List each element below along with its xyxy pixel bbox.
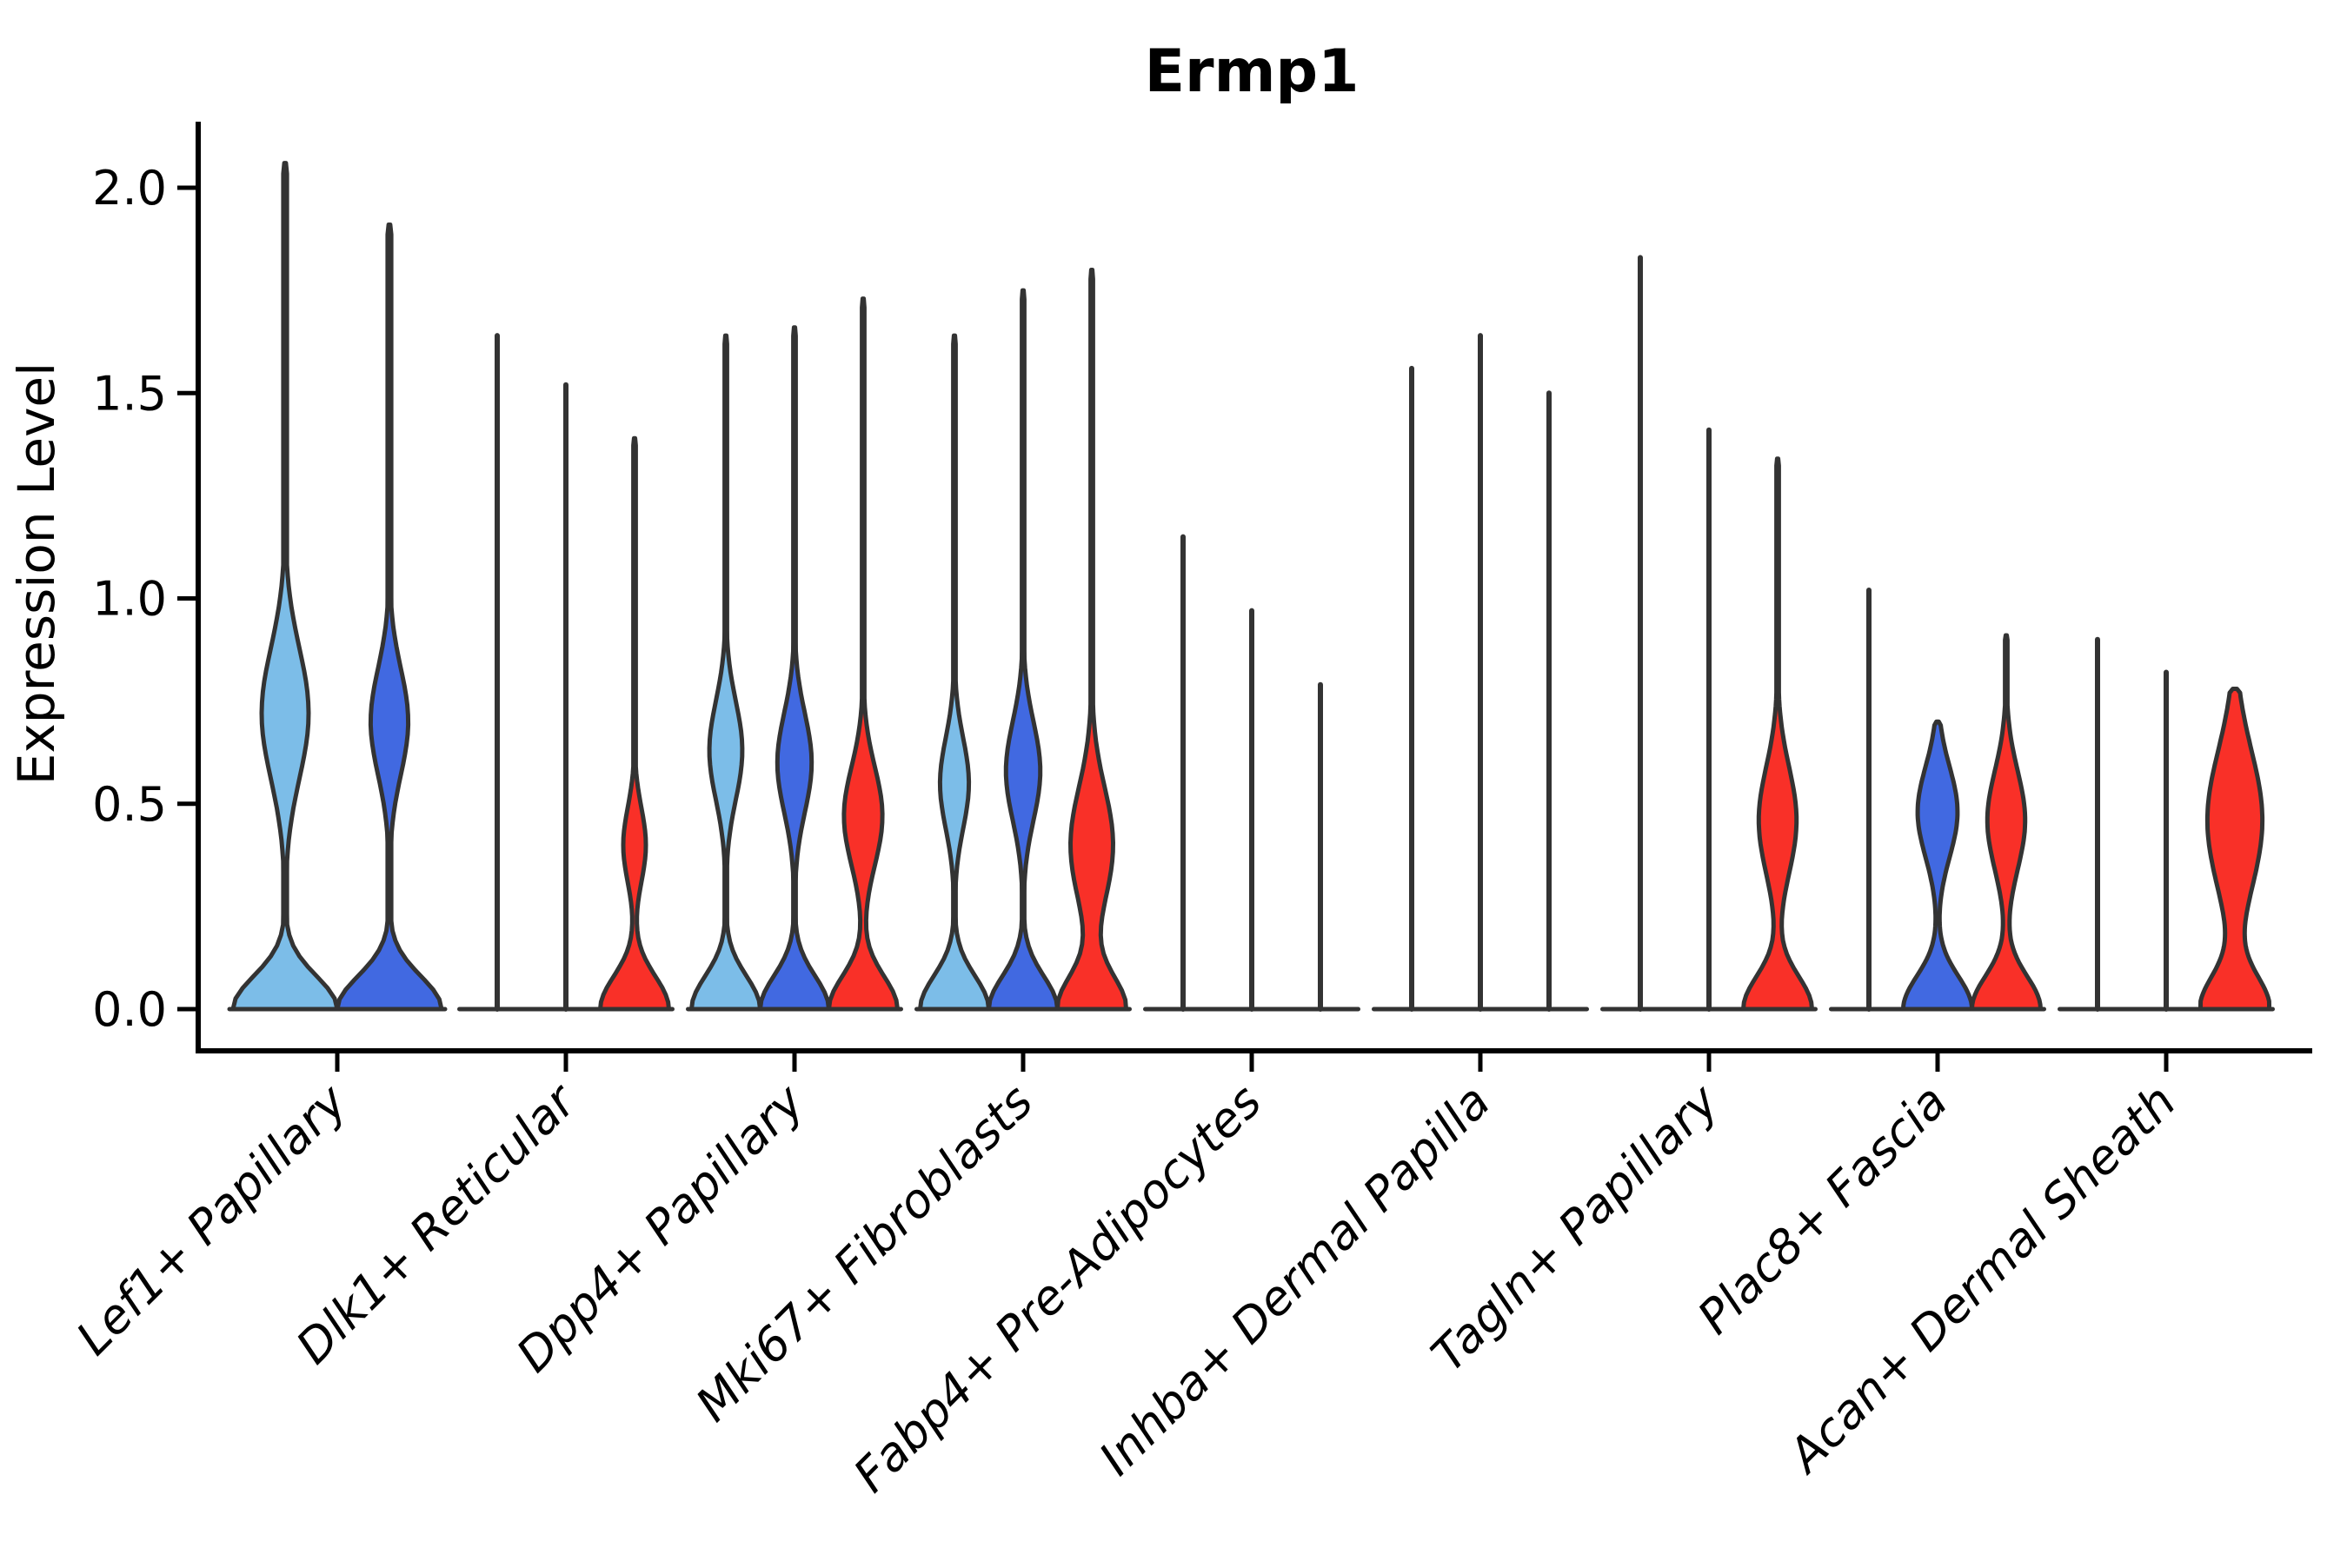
y-tick-label: 1.0	[92, 572, 167, 627]
y-tick-label: 2.0	[92, 161, 167, 216]
violin-blue	[1901, 719, 1974, 1012]
violin-red	[1970, 633, 2043, 1012]
y-axis-label: Expression Level	[7, 362, 66, 785]
violin-red	[1741, 456, 1814, 1012]
violin-light_blue	[689, 333, 762, 1012]
violin-blue	[987, 288, 1060, 1012]
y-tick-label: 1.5	[92, 366, 167, 421]
x-tick-label: Acan+ Dermal Sheath	[1776, 1074, 2186, 1485]
violin-red	[1055, 268, 1128, 1012]
y-tick-label: 0.5	[92, 777, 167, 832]
violin-red	[827, 296, 900, 1012]
violin-light_blue	[918, 333, 991, 1012]
y-tick-label: 0.0	[92, 982, 167, 1037]
violin-light_blue	[230, 161, 340, 1012]
chart-title: Ermp1	[1145, 37, 1360, 106]
violin-blue	[335, 223, 444, 1012]
violin-red	[598, 435, 671, 1012]
violins-layer	[227, 161, 2275, 1012]
axes: 0.0 0.5 1.0 1.5 2.0	[92, 122, 2312, 1072]
violin-blue	[758, 325, 831, 1012]
x-tick-label: Inhba+ Dermal Papilla	[1088, 1074, 1500, 1486]
violin-red	[2198, 687, 2271, 1012]
x-tick-label: Fabp4+ Pre-Adipocytes	[843, 1074, 1272, 1503]
